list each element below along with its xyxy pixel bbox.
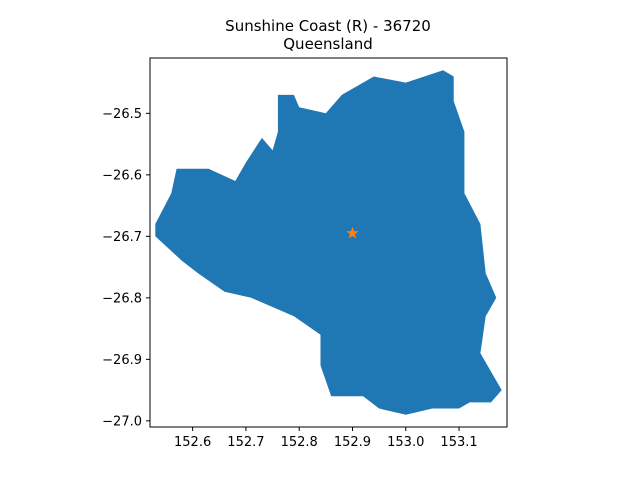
y-axis: −26.5 −26.6 −26.7 −26.8 −26.9 −27.0	[102, 107, 150, 429]
y-tick-label: −26.7	[102, 230, 142, 245]
x-tick-label: 153.1	[440, 435, 477, 450]
y-tick-label: −27.0	[102, 414, 142, 429]
x-tick-label: 152.9	[334, 435, 371, 450]
axes-frame	[149, 57, 508, 428]
x-tick-label: 152.7	[227, 435, 264, 450]
y-tick-label: −26.9	[102, 353, 142, 368]
y-tick-label: −26.8	[102, 291, 142, 306]
x-tick-label: 152.8	[281, 435, 318, 450]
plot-area	[155, 70, 502, 415]
x-axis: 152.6 152.7 152.8 152.9 153.0 153.1	[174, 427, 478, 450]
region-polygon	[155, 70, 502, 415]
x-tick-label: 153.0	[387, 435, 424, 450]
location-star-marker	[346, 226, 359, 239]
chart-subtitle: Queensland	[283, 35, 372, 53]
y-tick-label: −26.6	[102, 168, 142, 183]
y-tick-label: −26.5	[102, 107, 142, 122]
x-tick-label: 152.6	[174, 435, 211, 450]
chart-title: Sunshine Coast (R) - 36720	[225, 17, 431, 35]
